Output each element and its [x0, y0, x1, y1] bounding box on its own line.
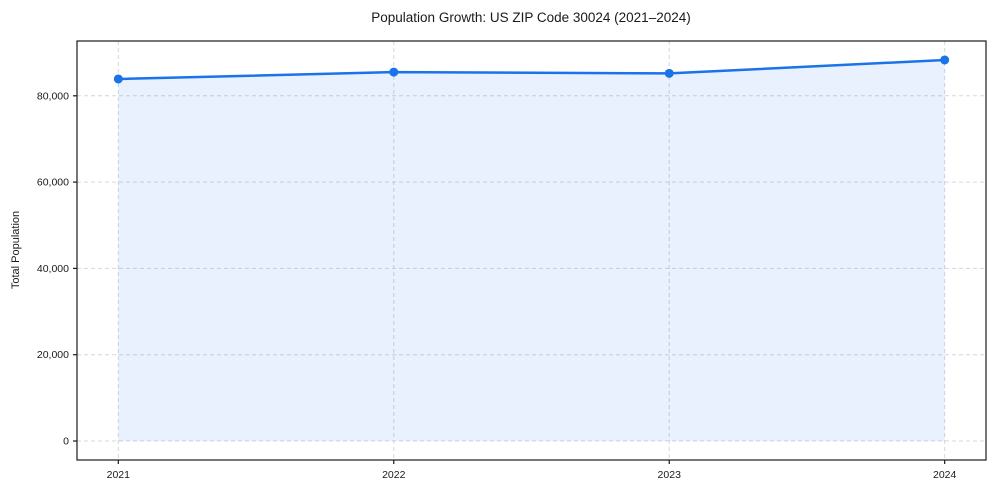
- y-tick-label: 0: [63, 436, 69, 448]
- x-tick-label: 2023: [658, 469, 682, 481]
- y-tick-label: 80,000: [37, 90, 69, 102]
- data-point-marker: [389, 67, 399, 77]
- x-tick-label: 2024: [933, 469, 957, 481]
- plot-border: [76, 40, 987, 461]
- data-point-marker: [113, 74, 123, 84]
- x-tick-label: 2022: [382, 469, 406, 481]
- y-tick-label: 40,000: [37, 263, 69, 275]
- y-tick-label: 60,000: [37, 177, 69, 189]
- series-line: [117, 58, 946, 81]
- y-tick-label: 20,000: [37, 349, 69, 361]
- data-point-marker: [664, 68, 674, 78]
- x-tick-label: 2021: [107, 469, 131, 481]
- series-area: [118, 60, 945, 441]
- chart-title: Population Growth: US ZIP Code 30024 (20…: [371, 10, 691, 25]
- data-point-marker: [940, 55, 950, 65]
